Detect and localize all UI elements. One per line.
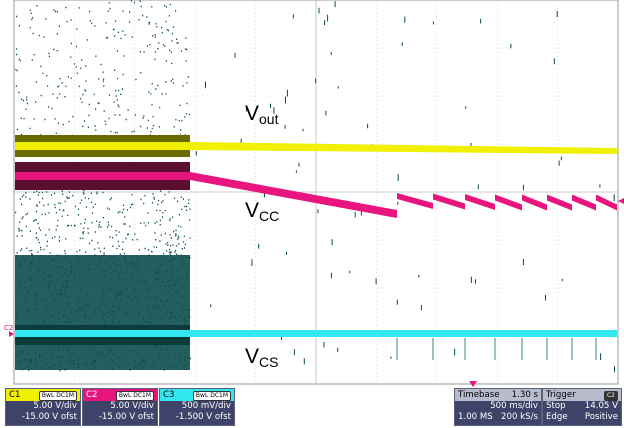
timebase-label: Timebase [458, 390, 500, 400]
channel-2-coupling: BwL DC1M [115, 391, 154, 401]
timebase-time-div: 500 ms/div [490, 401, 538, 411]
channel-1-coupling: BwL DC1M [38, 391, 77, 401]
channel-3-coupling: BwL DC1M [192, 391, 231, 401]
ch1-trace-left [15, 142, 190, 150]
trigger-level-marker [618, 198, 624, 204]
channel-2-volts-div: 5.00 V/div [110, 401, 154, 411]
trigger-slope: Positive [584, 412, 618, 422]
timebase-descriptor[interactable]: Timebase 1.30 s 500 ms/div 1.00 MS 200 k… [454, 388, 542, 426]
c2-ground-marker [9, 331, 14, 337]
traces [15, 135, 617, 360]
noise-region [15, 0, 615, 373]
trigger-type: Edge [546, 412, 568, 422]
channel-3-descriptor[interactable]: C3 BwL DC1M 500 mV/div -1.500 V ofst [159, 388, 235, 426]
channel-2-descriptor[interactable]: C2 BwL DC1M 5.00 V/div -15.00 V ofst [82, 388, 158, 426]
timebase-delay: 1.30 s [511, 390, 538, 400]
trigger-descriptor[interactable]: Trigger C2 Stop 14.05 V Edge Positive [542, 388, 622, 426]
channel-3-volts-div: 500 mV/div [181, 401, 231, 411]
markers [9, 198, 624, 387]
c2-marker-label: C2 [4, 324, 14, 332]
trigger-label: Trigger [546, 390, 576, 400]
vcs-label: VCS [245, 345, 279, 370]
ch3-spikes [396, 338, 597, 360]
channel-3-id: C3 [163, 390, 175, 400]
trigger-source: C2 [603, 391, 618, 401]
trigger-mode: Stop [546, 401, 566, 411]
channel-1-volts-div: 5.00 V/div [33, 401, 77, 411]
noise-spikes-right [195, 1, 615, 373]
ch2-trace-left [15, 172, 190, 180]
ch3-trace [15, 330, 617, 337]
timebase-samples: 1.00 MS [458, 412, 493, 422]
ch2-trace-right [190, 172, 617, 218]
channel-1-offset: -15.00 V ofst [21, 412, 77, 422]
trigger-time-marker [469, 381, 477, 387]
vcc-label: VCC [245, 199, 280, 224]
channel-2-id: C2 [86, 390, 98, 400]
vout-label: Vout [245, 102, 279, 127]
ch1-trace-right [190, 142, 617, 154]
trigger-level: 14.05 V [584, 401, 618, 411]
channel-2-offset: -15.00 V ofst [98, 412, 154, 422]
noise-dense-block [15, 255, 190, 370]
channel-3-offset: -1.500 V ofst [175, 412, 231, 422]
channel-1-descriptor[interactable]: C1 BwL DC1M 5.00 V/div -15.00 V ofst [5, 388, 81, 426]
plot-border [13, 0, 619, 385]
timebase-rate: 200 kS/s [501, 412, 538, 422]
channel-1-id: C1 [9, 390, 21, 400]
